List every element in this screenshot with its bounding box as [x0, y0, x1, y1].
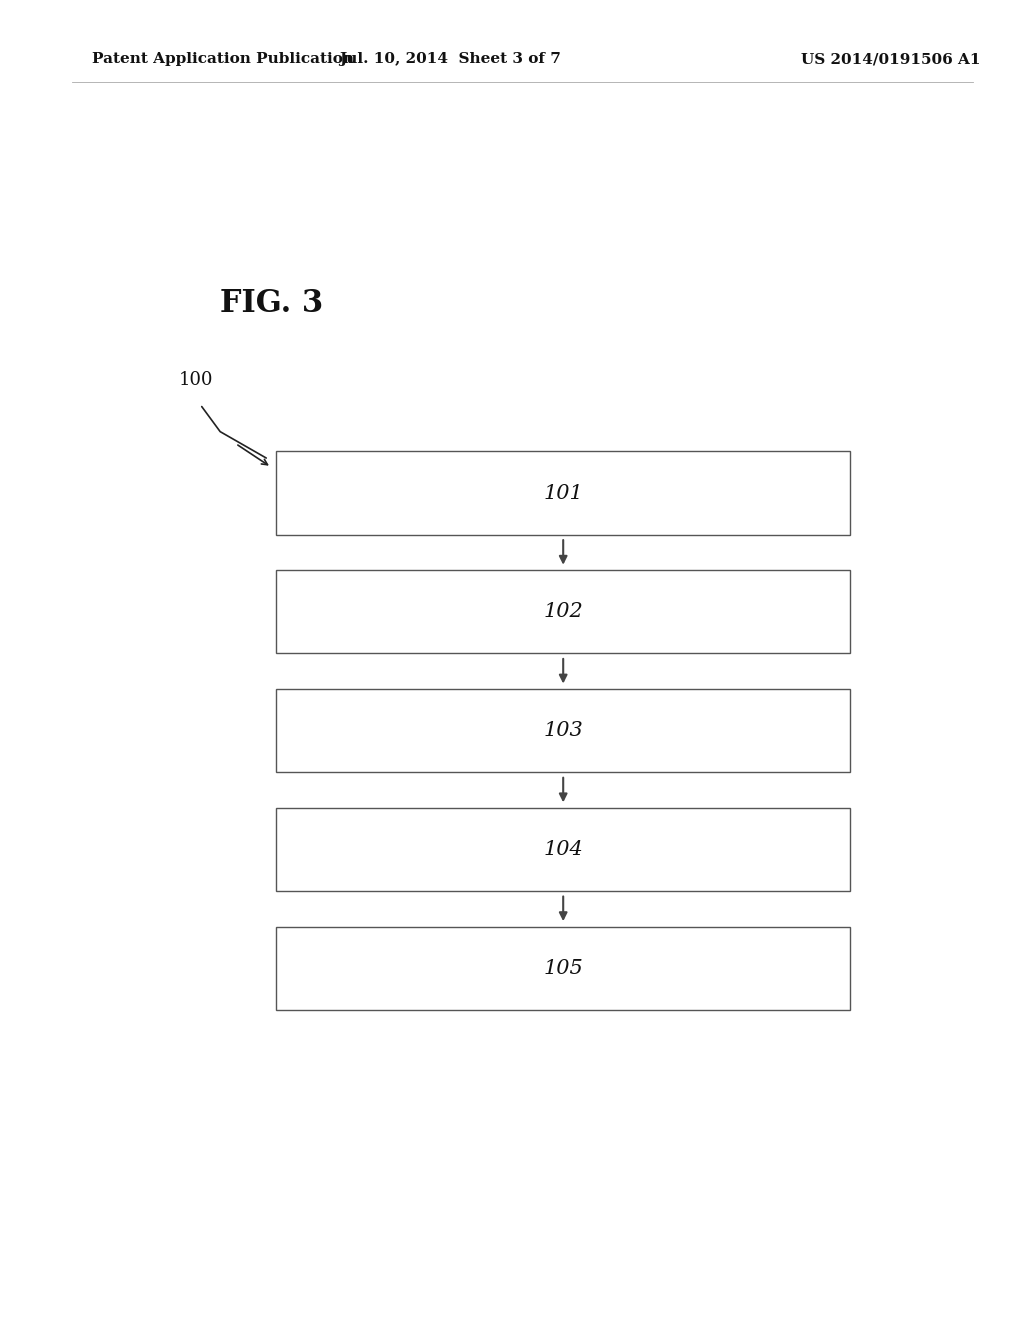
Text: 100: 100	[179, 371, 214, 389]
Text: 103: 103	[544, 721, 583, 741]
FancyBboxPatch shape	[276, 570, 850, 653]
FancyBboxPatch shape	[276, 927, 850, 1010]
Text: Patent Application Publication: Patent Application Publication	[92, 53, 354, 66]
Text: Jul. 10, 2014  Sheet 3 of 7: Jul. 10, 2014 Sheet 3 of 7	[340, 53, 561, 66]
Text: 102: 102	[544, 602, 583, 622]
FancyBboxPatch shape	[276, 689, 850, 772]
Text: US 2014/0191506 A1: US 2014/0191506 A1	[801, 53, 981, 66]
Text: FIG. 3: FIG. 3	[220, 288, 324, 319]
Text: 104: 104	[544, 840, 583, 859]
Text: 105: 105	[544, 958, 583, 978]
FancyBboxPatch shape	[276, 808, 850, 891]
Text: 101: 101	[544, 483, 583, 503]
FancyBboxPatch shape	[276, 451, 850, 535]
